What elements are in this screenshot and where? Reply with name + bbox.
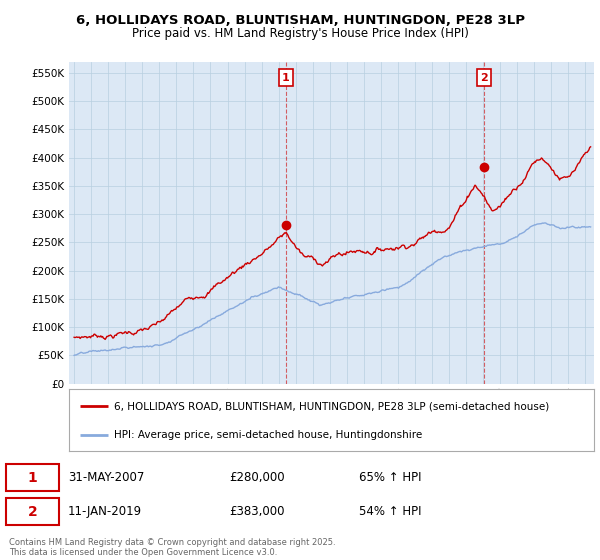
Text: 65% ↑ HPI: 65% ↑ HPI <box>359 471 421 484</box>
Text: Price paid vs. HM Land Registry's House Price Index (HPI): Price paid vs. HM Land Registry's House … <box>131 27 469 40</box>
Text: £383,000: £383,000 <box>229 505 285 518</box>
FancyBboxPatch shape <box>6 498 59 525</box>
Text: 11-JAN-2019: 11-JAN-2019 <box>68 505 142 518</box>
Text: 6, HOLLIDAYS ROAD, BLUNTISHAM, HUNTINGDON, PE28 3LP: 6, HOLLIDAYS ROAD, BLUNTISHAM, HUNTINGDO… <box>76 14 524 27</box>
Text: 2: 2 <box>480 73 488 83</box>
Text: 54% ↑ HPI: 54% ↑ HPI <box>359 505 421 518</box>
Text: £280,000: £280,000 <box>229 471 285 484</box>
Text: 2: 2 <box>28 505 37 519</box>
FancyBboxPatch shape <box>6 464 59 491</box>
Text: 1: 1 <box>282 73 290 83</box>
Text: HPI: Average price, semi-detached house, Huntingdonshire: HPI: Average price, semi-detached house,… <box>113 431 422 440</box>
Text: Contains HM Land Registry data © Crown copyright and database right 2025.
This d: Contains HM Land Registry data © Crown c… <box>9 538 335 557</box>
Text: 1: 1 <box>28 470 37 484</box>
Text: 6, HOLLIDAYS ROAD, BLUNTISHAM, HUNTINGDON, PE28 3LP (semi-detached house): 6, HOLLIDAYS ROAD, BLUNTISHAM, HUNTINGDO… <box>113 402 549 412</box>
Text: 31-MAY-2007: 31-MAY-2007 <box>68 471 144 484</box>
